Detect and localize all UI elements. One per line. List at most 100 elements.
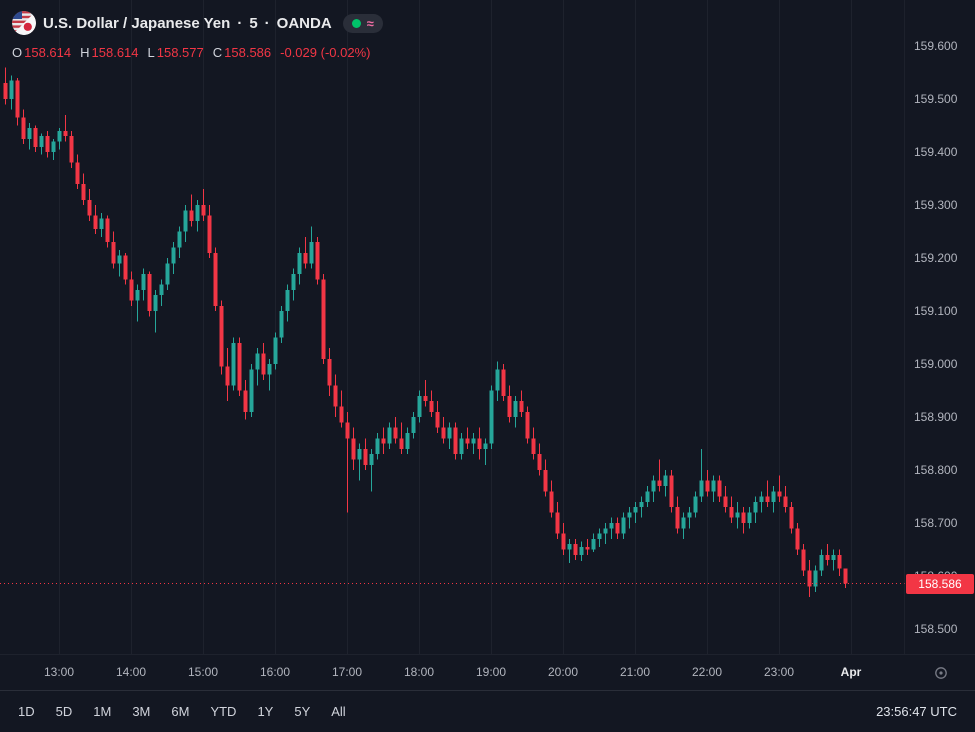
candle-body [555, 512, 560, 534]
candle-body [417, 395, 422, 418]
candlestick-chart[interactable] [0, 0, 905, 655]
candle-body [351, 438, 356, 460]
candle-body [123, 255, 128, 280]
range-button-3m[interactable]: 3M [132, 704, 151, 719]
candle-body [63, 130, 68, 137]
candle-body [711, 480, 716, 492]
candle-body [285, 289, 290, 312]
separator-dot: · [237, 14, 243, 32]
candle-body [21, 117, 26, 139]
price-tick-label: 158.700 [914, 516, 958, 531]
candle-body [129, 279, 134, 301]
candle-body [39, 136, 44, 147]
candle-body [621, 517, 626, 534]
range-button-1d[interactable]: 1D [18, 704, 35, 719]
candle-body [585, 546, 590, 550]
candle-body [381, 438, 386, 444]
candle-body [615, 523, 620, 534]
candle-body [591, 538, 596, 550]
candle-body [579, 546, 584, 555]
candle-body [33, 128, 38, 147]
symbol-title[interactable]: U.S. Dollar / Japanese Yen [43, 14, 231, 32]
symbol-title-row[interactable]: U.S. Dollar / Japanese Yen · 5 · OANDA ≈ [12, 10, 383, 36]
candle-body [459, 438, 464, 455]
candle-body [573, 544, 578, 555]
candle-body [15, 80, 20, 118]
candle-body [423, 395, 428, 402]
price-tick-label: 159.100 [914, 304, 958, 319]
symbol-legend: U.S. Dollar / Japanese Yen · 5 · OANDA ≈… [12, 10, 383, 60]
candle-body [117, 255, 122, 264]
chart-canvas[interactable] [0, 0, 905, 655]
candle-body [225, 366, 230, 386]
range-button-ytd[interactable]: YTD [210, 704, 237, 719]
candle-body [183, 210, 188, 232]
candle-body [537, 454, 542, 471]
candle-body [447, 427, 452, 439]
clock-utc[interactable]: 23:56:47 UTC [876, 704, 957, 719]
price-tick-label: 158.500 [914, 622, 958, 637]
candle-body [291, 273, 296, 290]
candle-body [801, 549, 806, 571]
price-tick-label: 159.600 [914, 39, 958, 54]
candle-body [345, 422, 350, 439]
candle-body [807, 570, 812, 587]
range-button-6m[interactable]: 6M [171, 704, 190, 719]
low-label: L [147, 45, 155, 60]
price-tick-label: 159.000 [914, 357, 958, 372]
candle-body [819, 554, 824, 571]
price-tick-label: 159.300 [914, 198, 958, 213]
candle-body [135, 289, 140, 301]
range-button-all[interactable]: All [331, 704, 346, 719]
time-axis[interactable]: 13:00 14:00 15:00 16:00 17:00 18:00 19:00 20:00… [0, 654, 975, 691]
candle-body [783, 496, 788, 508]
candle-body [405, 432, 410, 449]
candle-body [27, 128, 32, 139]
candle-body [789, 507, 794, 529]
candle-body [723, 496, 728, 508]
candle-body [69, 136, 74, 163]
last-price-badge: 158.586 [906, 574, 974, 595]
candle-body [273, 337, 278, 365]
candle-body [81, 183, 86, 200]
candle-body [111, 242, 116, 264]
exchange-label[interactable]: OANDA [276, 14, 332, 32]
candle-body [315, 242, 320, 280]
candle-body [393, 427, 398, 439]
candle-body [705, 480, 710, 492]
candle-body [363, 448, 368, 465]
price-tick-label: 159.500 [914, 92, 958, 107]
price-axis[interactable]: 158.500158.600158.700158.800158.900159.0… [904, 0, 975, 655]
close-label: C [212, 45, 223, 60]
candle-body [525, 411, 530, 439]
usdjpy-flag-icon [12, 11, 36, 35]
candle-body [201, 205, 206, 216]
range-button-5d[interactable]: 5D [55, 704, 73, 719]
candle-body [717, 480, 722, 497]
candle-body [663, 475, 668, 486]
market-status-pill[interactable]: ≈ [342, 13, 383, 33]
range-button-1m[interactable]: 1M [93, 704, 112, 719]
range-button-1y[interactable]: 1Y [257, 704, 274, 719]
range-button-5y[interactable]: 5Y [294, 704, 311, 719]
interval-label[interactable]: 5 [249, 14, 258, 32]
low-value: 158.577 [156, 45, 204, 60]
high-label: H [80, 45, 90, 60]
candle-body [507, 395, 512, 418]
candle-body [9, 80, 14, 100]
candle-body [375, 438, 380, 455]
candle-body [597, 533, 602, 539]
candle-body [309, 242, 314, 264]
candle-body [519, 401, 524, 412]
candle-body [651, 480, 656, 492]
candle-body [429, 401, 434, 412]
candle-body [327, 358, 332, 386]
candle-body [189, 210, 194, 221]
axis-settings-icon[interactable] [933, 665, 949, 681]
candle-body [213, 252, 218, 306]
candle-body [729, 507, 734, 518]
candle-body [741, 512, 746, 524]
candle-body [333, 385, 338, 407]
candle-body [297, 252, 302, 274]
candle-body [303, 252, 308, 264]
